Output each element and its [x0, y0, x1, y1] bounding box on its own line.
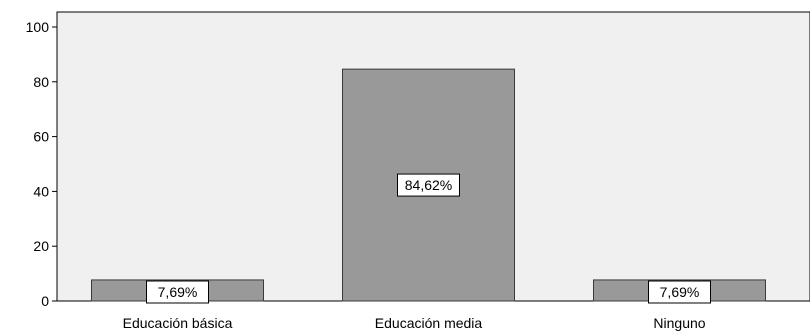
y-tick-label: 0: [41, 293, 49, 309]
data-label: 7,69%: [660, 284, 700, 300]
y-tick-label: 80: [33, 74, 49, 90]
x-tick-label: Educación básica: [123, 315, 233, 331]
y-axis: 0 20 40 60 80 100: [26, 19, 57, 309]
x-tick-label: Ninguno: [653, 315, 705, 331]
data-label-box: [146, 280, 209, 304]
x-tick-label: Educación media: [375, 315, 483, 331]
y-tick-label: 60: [33, 129, 49, 145]
data-label-box: [648, 280, 711, 304]
data-label-box: [397, 173, 460, 197]
bars: 7,69% 84,62% 7,69%: [91, 68, 766, 304]
x-axis-labels: Educación básica Educación media Ninguno: [123, 315, 706, 331]
y-tick-label: 40: [33, 183, 49, 199]
y-tick-label: 100: [26, 19, 50, 35]
data-label: 7,69%: [158, 284, 198, 300]
data-label: 84,62%: [405, 177, 452, 193]
y-tick-label: 20: [33, 238, 49, 254]
